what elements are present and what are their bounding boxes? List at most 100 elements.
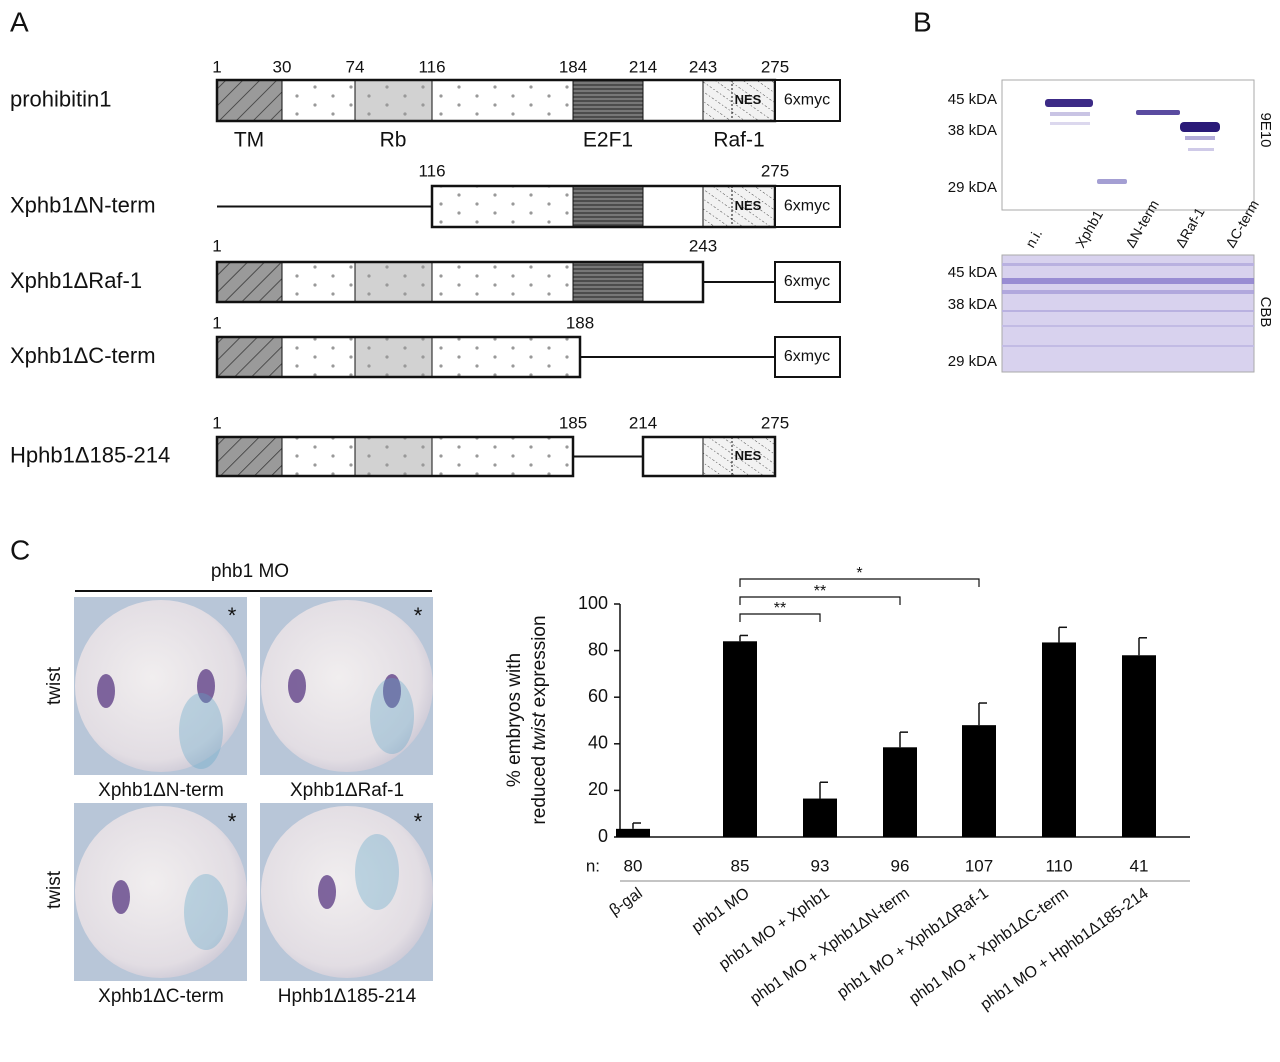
domain bbox=[216, 261, 283, 303]
bar bbox=[1042, 642, 1076, 837]
n-label: n: bbox=[586, 856, 600, 875]
domain bbox=[572, 185, 644, 228]
residue-number: 1 bbox=[212, 236, 221, 255]
stain-spot bbox=[97, 674, 115, 708]
residue-number: 1 bbox=[212, 57, 221, 76]
domain-label: Raf-1 bbox=[713, 129, 764, 152]
mw-marker: 38 kDA bbox=[948, 122, 997, 139]
image-mark: * bbox=[414, 603, 423, 628]
tag-label: 6xmyc bbox=[784, 348, 830, 365]
domain bbox=[702, 436, 776, 477]
tag-box bbox=[774, 185, 841, 228]
nes-label: NES bbox=[735, 198, 762, 213]
significance-bracket bbox=[739, 613, 821, 622]
significance-label: * bbox=[856, 565, 862, 582]
stain-spot bbox=[288, 669, 306, 703]
y-axis-label-part: reduced bbox=[529, 751, 550, 825]
residue-number: 275 bbox=[761, 57, 789, 76]
domain bbox=[431, 261, 574, 303]
domain bbox=[431, 79, 574, 122]
y-axis-label: reduced twist expression bbox=[529, 615, 550, 824]
domain bbox=[354, 436, 433, 477]
lane-label: Xphb1 bbox=[1072, 207, 1106, 250]
tag-label: 6xmyc bbox=[784, 92, 830, 109]
y-axis-label-part: twist bbox=[529, 712, 550, 751]
n-value: 85 bbox=[731, 856, 750, 875]
mw-marker: 45 kDA bbox=[948, 91, 997, 108]
image-mark: * bbox=[414, 809, 423, 834]
y-tick-label: 80 bbox=[588, 639, 608, 659]
domain bbox=[702, 79, 776, 122]
residue-number: 214 bbox=[629, 413, 657, 432]
significance-label: ** bbox=[814, 583, 826, 600]
domain bbox=[281, 436, 356, 477]
tag-box bbox=[774, 79, 841, 122]
lane-label: n.i. bbox=[1022, 226, 1045, 250]
domain bbox=[354, 79, 433, 122]
nes-label: NES bbox=[735, 92, 762, 107]
tag-box bbox=[774, 336, 841, 378]
residue-number: 30 bbox=[273, 57, 292, 76]
lane-label: ΔRaf-1 bbox=[1172, 204, 1208, 250]
tag-box bbox=[774, 261, 841, 303]
x-tick-label: phb1 MO + Hphb1Δ185-214 bbox=[978, 885, 1152, 1014]
domain bbox=[216, 79, 283, 122]
bar bbox=[1122, 655, 1156, 837]
residue-number: 188 bbox=[566, 313, 594, 332]
residue-number: 243 bbox=[689, 236, 717, 255]
tag-label: 6xmyc bbox=[784, 198, 830, 215]
bar bbox=[962, 725, 996, 837]
domain-label: Rb bbox=[380, 129, 407, 152]
construct-name: Xphb1ΔRaf-1 bbox=[10, 268, 142, 293]
lineage-tracer bbox=[184, 874, 228, 950]
y-tick-label: 20 bbox=[588, 779, 608, 799]
domain bbox=[642, 185, 704, 228]
n-value: 96 bbox=[891, 856, 910, 875]
construct-name: Xphb1ΔC-term bbox=[10, 343, 156, 368]
y-axis-label-part: expression bbox=[529, 615, 550, 712]
n-value: 41 bbox=[1130, 856, 1149, 875]
bar bbox=[803, 798, 837, 837]
lineage-tracer bbox=[355, 834, 399, 910]
domain bbox=[572, 79, 644, 122]
domain bbox=[642, 261, 704, 303]
domain bbox=[354, 261, 433, 303]
group-title: phb1 MO bbox=[211, 561, 289, 582]
image-caption: Hphb1Δ185-214 bbox=[278, 986, 417, 1007]
construct-diagram: prohibitin1 NES 6xmyc 1 30 74 116 184 214 243 275 T… bbox=[10, 57, 841, 478]
domain bbox=[431, 185, 574, 228]
domain bbox=[702, 185, 776, 228]
mw-marker: 38 kDA bbox=[948, 296, 997, 313]
panel-label: C bbox=[10, 534, 30, 565]
y-tick-label: 60 bbox=[588, 686, 608, 706]
residue-number: 1 bbox=[212, 413, 221, 432]
construct-name: Xphb1ΔN-term bbox=[10, 192, 156, 217]
domain bbox=[642, 79, 704, 122]
y-tick-label: 100 bbox=[578, 593, 608, 613]
x-tick-label: β-gal bbox=[607, 885, 646, 920]
domain-label: E2F1 bbox=[583, 129, 633, 152]
western-blot: 9E10 bbox=[1001, 79, 1274, 211]
image-mark: * bbox=[228, 603, 237, 628]
construct-name: Hphb1Δ185-214 bbox=[10, 442, 170, 467]
mw-marker: 45 kDA bbox=[948, 264, 997, 281]
embryo-images: *Xphb1ΔN-term*Xphb1ΔRaf-1*Xphb1ΔC-term*H… bbox=[74, 597, 433, 1007]
domain bbox=[281, 336, 356, 378]
construct-name: prohibitin1 bbox=[10, 86, 112, 111]
construct-outline bbox=[215, 335, 582, 379]
stain-spot bbox=[318, 875, 336, 909]
image-mark: * bbox=[228, 809, 237, 834]
residue-number: 184 bbox=[559, 57, 587, 76]
domain bbox=[431, 336, 581, 378]
row-label: twist bbox=[44, 666, 65, 705]
domain bbox=[431, 436, 574, 477]
residue-number: 214 bbox=[629, 57, 657, 76]
construct-outline bbox=[215, 260, 705, 304]
image-caption: Xphb1ΔC-term bbox=[98, 986, 224, 1007]
residue-number: 1 bbox=[212, 313, 221, 332]
embryo bbox=[75, 600, 247, 772]
panel-label: A bbox=[10, 6, 29, 37]
